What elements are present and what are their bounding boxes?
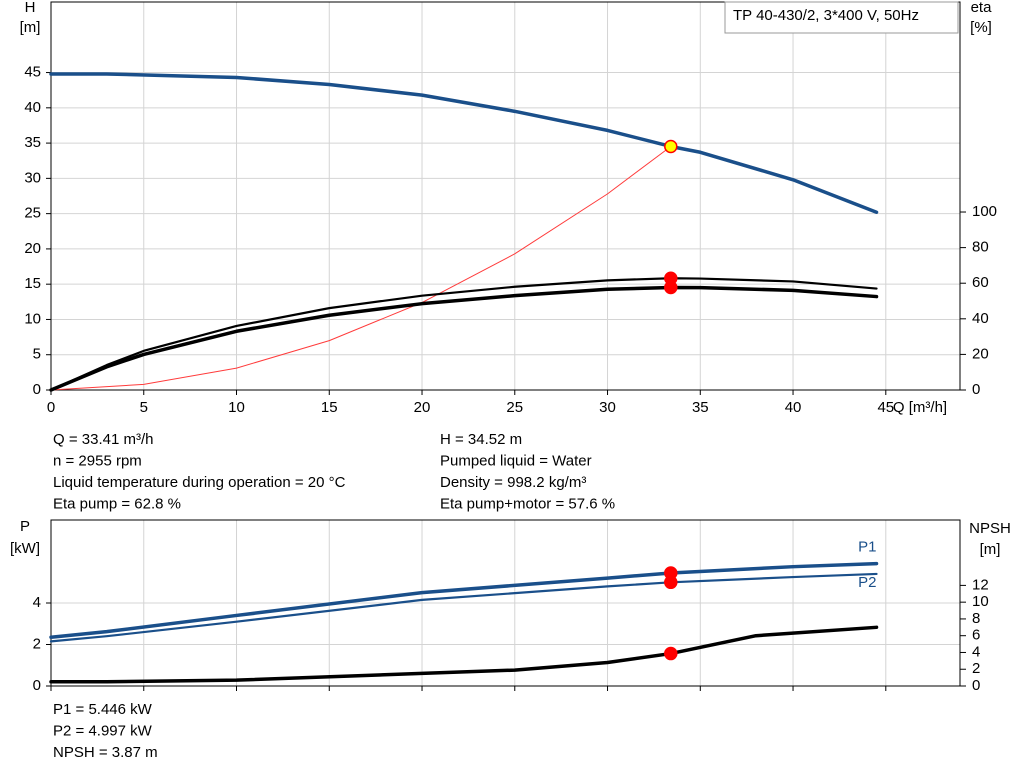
y2-tick-label: 6 <box>972 627 980 644</box>
y-tick-label: 35 <box>24 134 41 151</box>
series-label: P1 <box>858 539 876 556</box>
y2-tick-label: 60 <box>972 274 989 291</box>
x-tick-label: 15 <box>321 399 338 416</box>
info-text: H = 34.52 m <box>440 431 522 448</box>
y2-tick-label: 4 <box>972 643 980 660</box>
y2-tick-label: 2 <box>972 660 980 677</box>
y-tick-label: 40 <box>24 99 41 116</box>
y2-axis-label: [m] <box>980 541 1001 558</box>
x-tick-label: 25 <box>506 399 523 416</box>
info-text: Density = 998.2 kg/m³ <box>440 474 586 491</box>
info-text: Liquid temperature during operation = 20… <box>53 474 346 491</box>
y2-tick-label: 40 <box>972 310 989 327</box>
x-tick-label: 20 <box>414 399 431 416</box>
y-axis-label: H <box>25 0 36 16</box>
info-text: n = 2955 rpm <box>53 452 142 469</box>
info-text: Eta pump+motor = 57.6 % <box>440 495 615 512</box>
y-tick-label: 30 <box>24 169 41 186</box>
y-axis-label: P <box>20 518 30 535</box>
y-tick-label: 0 <box>33 381 41 398</box>
x-tick-label: 30 <box>599 399 616 416</box>
y-tick-label: 4 <box>33 594 41 611</box>
y-tick-label: 45 <box>24 64 41 81</box>
y-tick-label: 0 <box>33 677 41 694</box>
y2-tick-label: 0 <box>972 381 980 398</box>
x-tick-label: 10 <box>228 399 245 416</box>
y2-tick-label: 80 <box>972 239 989 256</box>
curve <box>49 625 879 684</box>
curve <box>49 285 879 392</box>
y2-axis-label: [%] <box>970 19 992 36</box>
y2-tick-label: 8 <box>972 610 980 627</box>
info-text: Pumped liquid = Water <box>440 452 592 469</box>
x-tick-label: 5 <box>140 399 148 416</box>
y-tick-label: 5 <box>33 346 41 363</box>
info-text: Eta pump = 62.8 % <box>53 495 181 512</box>
operating-point <box>664 280 678 295</box>
legend-box <box>724 1 959 34</box>
plot-frame <box>50 1 961 391</box>
legend-title: TP 40-430/2, 3*400 V, 50Hz <box>733 7 919 24</box>
curve <box>49 277 878 392</box>
curve <box>50 145 672 391</box>
x-tick-label: 45 <box>877 399 894 416</box>
x-tick-label: 35 <box>692 399 709 416</box>
x-tick-label: 0 <box>47 399 55 416</box>
y-tick-label: 2 <box>33 635 41 652</box>
series-label: P2 <box>858 574 876 591</box>
y-axis-label: [kW] <box>10 540 40 557</box>
info-text: NPSH = 3.87 m <box>53 744 158 761</box>
operating-point <box>664 575 678 590</box>
info-text: P1 = 5.446 kW <box>53 701 153 718</box>
x-axis-label: Q [m³/h] <box>893 399 947 416</box>
y2-axis-label: eta <box>971 0 993 16</box>
y-tick-label: 15 <box>24 275 41 292</box>
y2-tick-label: 20 <box>972 345 989 362</box>
info-text: Q = 33.41 m³/h <box>53 431 153 448</box>
curve <box>49 72 879 214</box>
y2-tick-label: 12 <box>972 576 989 593</box>
y-tick-label: 25 <box>24 205 41 222</box>
y-axis-label: [m] <box>20 19 41 36</box>
operating-point <box>664 139 678 154</box>
y-tick-label: 10 <box>24 310 41 327</box>
operating-point <box>664 646 678 661</box>
y2-tick-label: 10 <box>972 593 989 610</box>
info-text: P2 = 4.997 kW <box>53 722 153 739</box>
x-tick-label: 40 <box>785 399 802 416</box>
y2-axis-label: NPSH <box>969 520 1011 537</box>
y2-tick-label: 100 <box>972 203 997 220</box>
y-tick-label: 20 <box>24 240 41 257</box>
y2-tick-label: 0 <box>972 677 980 694</box>
curve <box>49 561 879 639</box>
curve <box>49 572 878 643</box>
plot-frame <box>50 519 961 687</box>
